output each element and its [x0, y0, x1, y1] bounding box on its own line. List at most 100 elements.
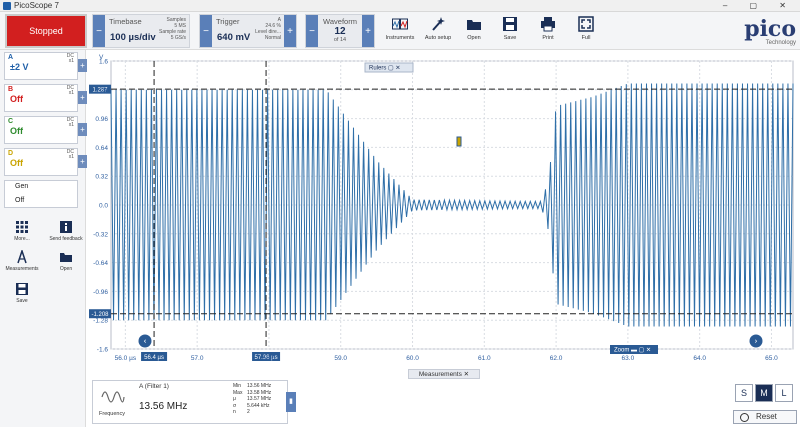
- x-tick-label: 65.0: [765, 355, 778, 362]
- window-title: PicoScope 7: [14, 1, 59, 10]
- toolbar: Stopped − Timebase Samples 5 MS Sample r…: [0, 12, 800, 50]
- x-tick-label: 60.0: [406, 355, 419, 362]
- channel-d-range[interactable]: Off: [10, 158, 23, 168]
- channel-a-increase-button[interactable]: +: [78, 59, 87, 72]
- trigger-control: − Trigger A 24.6 % Level dire... Normal …: [199, 14, 297, 48]
- full-screen-button[interactable]: Full: [568, 16, 604, 48]
- frequency-icon: [101, 391, 125, 403]
- x-tick-label: 63.0: [622, 355, 635, 362]
- trigger-increase-button[interactable]: +: [284, 15, 296, 47]
- measurement-channel: A (Filter 1): [139, 383, 169, 390]
- window-controls[interactable]: – ▢ ✕: [722, 1, 796, 10]
- timebase-title: Timebase: [109, 17, 142, 26]
- signal-generator-control[interactable]: Gen Off: [4, 180, 78, 208]
- ruler-y2-label-bg: [89, 309, 111, 319]
- send-feedback-button[interactable]: Send feedback: [48, 220, 84, 242]
- y-tick-label: -0.64: [93, 260, 108, 267]
- ruler-x1-label-bg: [141, 352, 168, 361]
- sidebar-save-button[interactable]: Save: [4, 282, 40, 304]
- size-large-button[interactable]: L: [775, 384, 793, 402]
- waveform-next-button[interactable]: +: [362, 15, 374, 47]
- reset-icon: [740, 413, 749, 422]
- title-bar: PicoScope 7 – ▢ ✕: [0, 0, 800, 12]
- x-tick-label: 64.0: [693, 355, 706, 362]
- measurement-stats: Min 13.56 MHz Max 13.58 MHz μ 13.57 MHz σ 5.…: [233, 383, 271, 416]
- scope-chart[interactable]: 1.287 -1.208 56.4 µs 57.96 µs 1.6 1.28 0.96 0.…: [87, 51, 800, 369]
- trace-line: [110, 83, 794, 327]
- scroll-left-arrow: ‹: [143, 337, 146, 346]
- measurements-panel: Frequency A (Filter 1) 13.56 MHz Min 13.5…: [92, 380, 288, 424]
- more-button[interactable]: More...: [4, 220, 40, 242]
- timebase-control: − Timebase Samples 5 MS Sample rate 5 GS…: [92, 14, 190, 48]
- delete-measurement-button[interactable]: ▮: [286, 392, 296, 412]
- stat-min: Min 13.56 MHz: [233, 383, 272, 389]
- size-medium-button[interactable]: M: [755, 384, 773, 402]
- folder-icon: [467, 20, 481, 30]
- timebase-decrease-button[interactable]: −: [93, 15, 105, 47]
- x-tick-label: 61.0: [478, 355, 491, 362]
- grid-icon: [16, 221, 28, 233]
- plot-overlays[interactable]: Rulers ▢ ✕ Zoom ▬ ▢ ✕ ‹ ›: [138, 62, 763, 354]
- printer-icon: [541, 17, 555, 32]
- ruler-x2-label: 57.96 µs: [254, 355, 277, 361]
- open-button[interactable]: Open: [456, 16, 492, 48]
- ruler-x2-label-bg: [252, 352, 281, 361]
- ruler-x1-label: 56.4 µs: [144, 355, 164, 361]
- y-tick-label: 0.96: [95, 116, 108, 123]
- y-tick-label: -0.32: [93, 231, 108, 238]
- instruments-icon: [392, 18, 408, 30]
- run-stop-button[interactable]: Stopped: [5, 14, 87, 48]
- ruler-y2-label: -1.208: [91, 312, 109, 318]
- size-small-button[interactable]: S: [735, 384, 753, 402]
- wand-icon: [432, 17, 445, 31]
- channel-b-name: B: [8, 86, 14, 93]
- channel-c-increase-button[interactable]: +: [78, 123, 87, 136]
- instruments-button[interactable]: Instruments: [382, 16, 418, 48]
- trigger-decrease-button[interactable]: −: [200, 15, 212, 47]
- channel-d-name: D: [8, 150, 14, 157]
- y-unit-label: V: [99, 54, 104, 61]
- scope-plot[interactable]: 1.287 -1.208 56.4 µs 57.96 µs 1.6 1.28 0.96 0.…: [87, 51, 800, 369]
- trigger-title: Trigger: [216, 17, 240, 26]
- rulers-tab-bg: [364, 62, 414, 73]
- stat-max: Max 13.58 MHz: [233, 389, 272, 396]
- channel-d-control[interactable]: D DC x1 Off +: [4, 148, 87, 176]
- rulers[interactable]: 1.287 -1.208 56.4 µs 57.96 µs: [89, 61, 793, 361]
- y-tick-label: 0.0: [99, 203, 108, 210]
- measurements-tab[interactable]: Measurements ✕: [408, 369, 480, 379]
- channel-a-control[interactable]: A DC x1 ±2 V +: [4, 52, 87, 80]
- measure-icon: [17, 250, 27, 264]
- sidebar-open-button[interactable]: Open: [48, 250, 84, 272]
- channel-d-increase-button[interactable]: +: [78, 155, 87, 168]
- timebase-samples-info: Samples 5 MS Sample rate 5 GS/s: [159, 17, 186, 41]
- zoom-tab-bg: [610, 345, 658, 354]
- print-button[interactable]: Print: [530, 16, 566, 48]
- channel-b-control[interactable]: B DC x1 Off +: [4, 84, 87, 112]
- channel-a-range[interactable]: ±2 V: [10, 62, 29, 72]
- auto-setup-button[interactable]: Auto setup: [420, 16, 456, 48]
- measurements-button[interactable]: Measurements: [4, 250, 40, 272]
- stat-mean: μ 13.57 MHz: [233, 396, 272, 402]
- x-tick-label: 59.0: [334, 355, 347, 362]
- timebase-value[interactable]: 100 µs/div: [110, 32, 156, 43]
- sidebar: A DC x1 ±2 V + B DC x1 Off + C DC x1 Off + …: [0, 50, 87, 427]
- waveform-title: Waveform: [323, 17, 357, 26]
- channel-c-range[interactable]: Off: [10, 126, 23, 136]
- channel-c-control[interactable]: C DC x1 Off +: [4, 116, 87, 144]
- channel-a-name: A: [8, 54, 14, 61]
- waveform-previous-button[interactable]: −: [306, 15, 318, 47]
- cursor-icon: [456, 136, 462, 147]
- save-button[interactable]: Save: [492, 16, 528, 48]
- reset-button[interactable]: Reset: [733, 410, 797, 424]
- channel-b-increase-button[interactable]: +: [78, 91, 87, 104]
- x-tick-label: 56.0 µs: [115, 355, 137, 362]
- y-tick-label: -1.28: [93, 318, 108, 325]
- rulers-tab-label: Rulers ▢ ✕: [369, 66, 400, 72]
- trigger-value[interactable]: 640 mV: [217, 32, 251, 43]
- y-tick-label: 0.64: [95, 145, 108, 152]
- channel-b-range[interactable]: Off: [10, 94, 23, 104]
- info-icon: [60, 221, 72, 233]
- waveform-number[interactable]: 12: [334, 26, 346, 37]
- fullscreen-icon: [578, 16, 594, 32]
